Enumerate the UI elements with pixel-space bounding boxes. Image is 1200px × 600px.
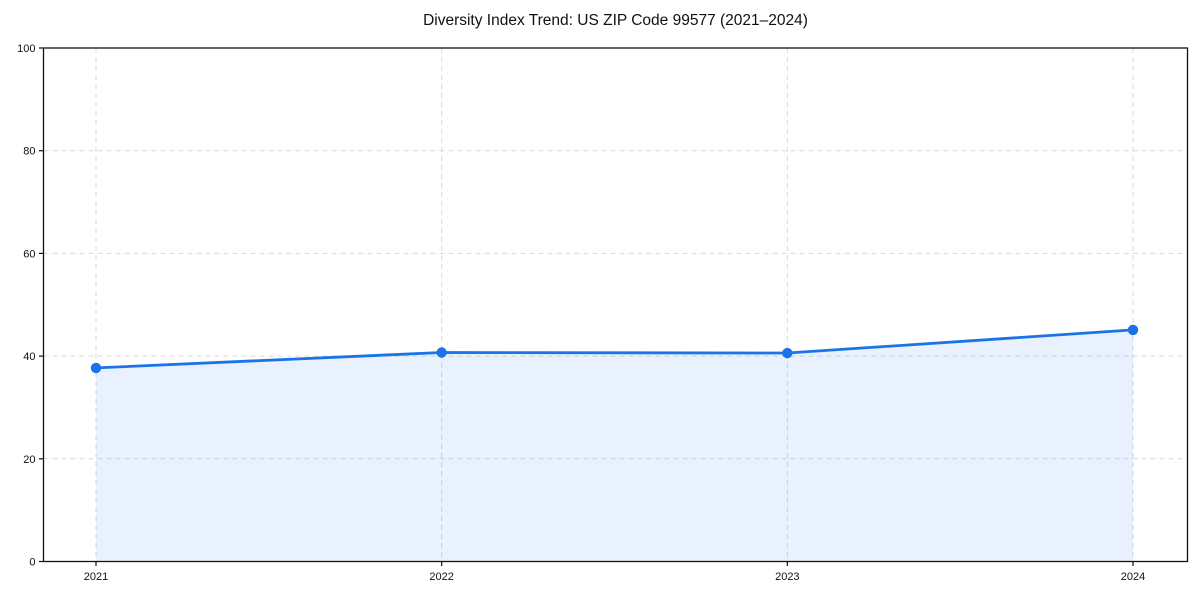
data-point — [782, 347, 793, 359]
data-point — [1127, 324, 1139, 336]
x-tick-label: 2022 — [429, 571, 453, 583]
y-tick-label: 60 — [23, 248, 35, 260]
chart-title: Diversity Index Trend: US ZIP Code 99577… — [423, 12, 808, 29]
data-point — [436, 347, 447, 358]
area-fill — [96, 329, 1133, 562]
y-tick-label: 80 — [23, 146, 35, 158]
plot-frame — [42, 47, 1189, 563]
trend-line — [94, 328, 1135, 370]
y-tick-label: 20 — [23, 454, 35, 466]
x-tick-label: 2024 — [1121, 571, 1145, 583]
y-tick-label: 100 — [17, 43, 35, 55]
data-point — [90, 362, 102, 374]
y-tick-label: 40 — [23, 351, 35, 363]
x-tick-label: 2021 — [84, 571, 108, 583]
y-tick-label: 0 — [29, 557, 35, 569]
x-tick-label: 2023 — [775, 571, 799, 583]
